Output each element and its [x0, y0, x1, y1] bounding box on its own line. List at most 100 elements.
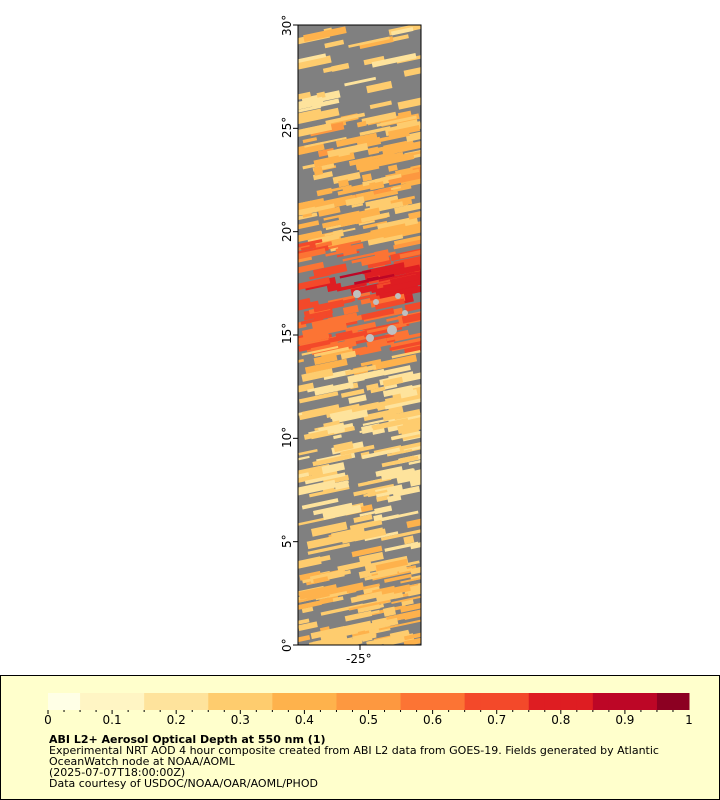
aod-cell: [298, 53, 327, 65]
aod-cell: [393, 234, 421, 247]
aod-cell: [375, 590, 404, 603]
aod-cell: [361, 307, 395, 321]
aod-cell: [375, 132, 410, 143]
aod-cell: [375, 558, 408, 572]
aod-cell: [358, 163, 380, 173]
aod-cell: [304, 472, 346, 485]
aod-cell: [337, 559, 372, 572]
aod-cell: [298, 108, 322, 118]
aod-cell: [393, 408, 421, 421]
lat-label-15: 15°: [280, 322, 294, 344]
aod-cell: [407, 583, 421, 597]
aod-cell: [371, 52, 417, 68]
aod-cell: [337, 148, 351, 157]
aod-cell: [360, 359, 382, 367]
aod-cell: [382, 384, 414, 397]
aod-cell: [363, 408, 397, 422]
aod-cell: [298, 332, 330, 346]
aod-cell: [402, 417, 421, 426]
legend-description-line2: OceanWatch node at NOAA/AOML: [49, 755, 235, 768]
aod-cell: [400, 174, 421, 185]
aod-cell: [404, 301, 421, 312]
cloud-patch: [387, 325, 397, 335]
aod-cell: [311, 521, 348, 537]
colorbar-segment: [336, 693, 353, 710]
aod-cell: [316, 310, 327, 319]
colorbar-segment: [400, 693, 418, 710]
aod-cell: [317, 240, 362, 252]
aod-cell: [382, 228, 410, 239]
colorbar-segment: [544, 693, 562, 710]
aod-cell: [308, 634, 348, 645]
aod-cell: [408, 205, 421, 220]
legend-description-line1: Experimental NRT AOD 4 hour composite cr…: [49, 744, 659, 757]
aod-cell: [363, 55, 385, 66]
aod-cell: [400, 389, 418, 399]
aod-cell: [375, 466, 403, 477]
aod-cell: [347, 368, 385, 383]
aod-cell: [328, 590, 350, 598]
aod-cell: [298, 455, 310, 461]
aod-cell: [353, 528, 387, 542]
aod-cell: [342, 249, 358, 257]
aod-cell: [316, 187, 333, 197]
colorbar-segment: [272, 693, 289, 710]
aod-cell: [363, 617, 399, 632]
aod-cell: [392, 485, 421, 498]
aod-cell: [384, 398, 421, 410]
colorbar-segment: [320, 693, 337, 710]
legend-credits: Data courtesy of USDOC/NOAA/OAR/AOML/PHO…: [49, 777, 318, 790]
aod-cell: [398, 568, 413, 573]
aod-cell: [381, 455, 419, 468]
aod-cell: [335, 243, 364, 254]
aod-cell: [370, 223, 407, 238]
aod-cell: [301, 404, 340, 418]
colorbar-segment: [256, 693, 273, 710]
colorbar-segment: [496, 693, 514, 710]
aod-cell: [329, 409, 353, 420]
aod-cell: [339, 444, 375, 456]
aod-cell: [364, 531, 399, 542]
aod-cell: [312, 171, 333, 181]
aod-cell: [391, 27, 414, 36]
aod-cell: [303, 314, 319, 321]
aod-cell: [346, 583, 380, 594]
aod-cell: [399, 246, 421, 259]
aod-cell: [374, 173, 402, 183]
colorbar-tick-label: 0: [44, 713, 52, 727]
aod-cell: [360, 212, 390, 223]
aod-cell: [325, 112, 366, 125]
aod-cell: [378, 619, 421, 631]
aod-cell: [366, 383, 379, 391]
aod-cell: [391, 349, 421, 359]
lat-label-0: 0°: [280, 638, 294, 652]
aod-cell: [374, 505, 393, 515]
aod-cell: [410, 560, 421, 575]
aod-cell: [298, 55, 332, 70]
aod-cell: [301, 368, 334, 382]
aod-cell: [309, 272, 331, 280]
colorbar-segment: [432, 693, 450, 710]
aod-cell: [307, 542, 351, 555]
legend-title: ABI L2+ Aerosol Optical Depth at 550 nm …: [49, 733, 326, 746]
aod-cell: [389, 273, 419, 286]
aod-cell: [374, 249, 389, 257]
aod-cell: [369, 100, 392, 110]
aod-cell: [397, 420, 421, 435]
aod-cell: [383, 365, 411, 376]
aod-cell: [384, 573, 412, 583]
aod-cell: [304, 136, 347, 148]
aod-cell: [298, 472, 310, 481]
aod-cell: [324, 39, 345, 49]
aod-cell: [336, 282, 367, 292]
colorbar-segment: [128, 693, 145, 710]
colorbar-segment: [416, 693, 434, 710]
lat-label-20: 20°: [280, 220, 294, 242]
aod-cell: [403, 631, 421, 641]
aod-cell: [301, 498, 339, 510]
aod-cell: [312, 241, 333, 250]
colorbar-segment: [592, 693, 610, 710]
aod-cell: [363, 489, 388, 498]
aod-cell: [369, 180, 385, 191]
aod-cell: [380, 529, 421, 541]
